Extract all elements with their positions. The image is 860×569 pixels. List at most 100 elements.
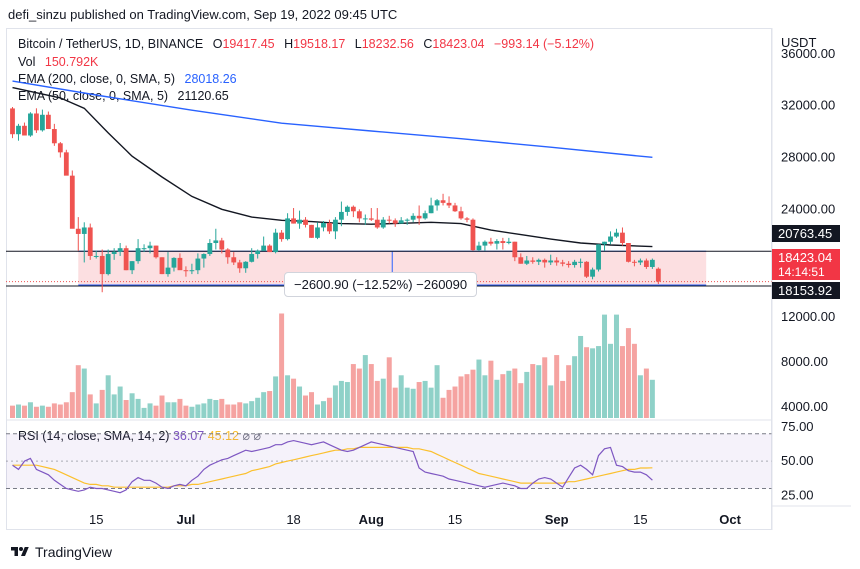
candle (267, 245, 273, 253)
symbol-name[interactable]: Bitcoin / TetherUS, 1D, BINANCE (18, 37, 204, 51)
candle (572, 261, 578, 266)
volume-tick-label: 12000.00 (781, 309, 835, 324)
x-tick-label: 15 (89, 512, 103, 527)
x-tick-label: 15 (448, 512, 462, 527)
ema50-legend[interactable]: EMA (50, close, 0, SMA, 5) 21120.65 (18, 89, 229, 103)
volume-bar (422, 380, 428, 418)
volume-bar (530, 364, 536, 418)
candle (141, 248, 147, 250)
ema200-value: 28018.26 (184, 72, 237, 86)
candle (482, 241, 488, 246)
candle (63, 152, 69, 176)
volume-bar (207, 398, 213, 418)
candle (434, 200, 440, 206)
candle (584, 261, 589, 277)
candle (165, 267, 171, 275)
volume-bar (243, 403, 249, 418)
volume-bar (368, 364, 374, 418)
volume-bar (93, 403, 99, 418)
volume-bar (428, 387, 434, 418)
candle (614, 232, 619, 237)
volume-label: Vol (18, 55, 36, 69)
volume-bar (500, 374, 506, 418)
last-price-tag: 18423.04 (772, 249, 840, 266)
volume-bar (482, 375, 488, 418)
volume-bar (536, 365, 542, 418)
candle (524, 260, 530, 264)
rsi-band (6, 433, 772, 489)
candle (171, 257, 177, 268)
volume-bar (291, 378, 297, 418)
candle (404, 219, 410, 221)
volume-bar (183, 405, 189, 418)
candle (494, 241, 500, 244)
volume-bar (332, 385, 338, 418)
volume-bar (596, 346, 602, 418)
candle (297, 219, 302, 224)
rsi-tick-label: 75.00 (781, 419, 814, 434)
volume-legend[interactable]: Vol 150.792K (18, 55, 98, 69)
volume-bar (165, 402, 171, 418)
candle (147, 245, 153, 249)
volume-bar (416, 382, 422, 418)
volume-bar (590, 348, 596, 418)
candle (626, 243, 631, 262)
rsi-extra-icons: ⌀ ⌀ (242, 429, 261, 443)
volume-bar (434, 365, 440, 418)
candle (536, 259, 542, 262)
candle (566, 263, 572, 266)
candle (428, 205, 434, 214)
x-tick-label: Jul (177, 512, 196, 527)
rsi-legend[interactable]: RSI (14, close, SMA, 14, 2) 36.07 45.12 … (18, 428, 261, 443)
candle (81, 227, 87, 234)
volume-bar (625, 328, 631, 418)
candle (422, 213, 428, 219)
candle (452, 205, 458, 212)
volume-tick-label: 4000.00 (781, 399, 828, 414)
volume-bar (398, 375, 404, 418)
candle (87, 227, 93, 256)
ema200-legend[interactable]: EMA (200, close, 0, SMA, 5) 28018.26 (18, 72, 237, 86)
candle (512, 241, 518, 258)
x-tick-label: Aug (359, 512, 384, 527)
candle (34, 113, 39, 131)
candle (99, 255, 105, 275)
candle (189, 270, 195, 272)
volume-bar (512, 368, 518, 418)
price-tick-label: 28000.00 (781, 150, 835, 165)
volume-bar (45, 406, 51, 418)
candle (93, 255, 99, 257)
volume-bar (631, 343, 637, 418)
volume-bar (111, 394, 117, 418)
candle (506, 241, 512, 244)
volume-bar (33, 406, 39, 418)
currency-label[interactable]: USDT (781, 35, 817, 50)
candle (40, 114, 45, 131)
footer-brand[interactable]: TradingView (10, 544, 112, 560)
volume-bar (15, 404, 21, 418)
open-label: O (212, 37, 223, 51)
volume-bar (75, 365, 81, 418)
candle (416, 215, 422, 219)
x-tick-label: 18 (286, 512, 300, 527)
candle (231, 257, 237, 263)
high-value: 19518.17 (293, 37, 346, 51)
ema50-value: 21120.65 (177, 89, 229, 103)
candle (285, 218, 290, 240)
volume-bar (572, 356, 578, 418)
candle (135, 248, 141, 262)
candle (213, 240, 219, 244)
volume-bar (446, 389, 452, 418)
price-tick-label: 24000.00 (781, 201, 835, 216)
close-value: 18423.04 (432, 37, 485, 51)
volume-bar (344, 382, 350, 418)
candle (51, 129, 57, 144)
candle (243, 261, 249, 269)
volume-bar (649, 379, 655, 418)
x-tick-label: Oct (719, 512, 741, 527)
volume-bar (584, 347, 590, 418)
candle (620, 232, 625, 244)
candle (273, 232, 279, 253)
candle (237, 262, 243, 269)
measure-label[interactable]: −2600.90 (−12.52%) −260090 (284, 272, 478, 297)
